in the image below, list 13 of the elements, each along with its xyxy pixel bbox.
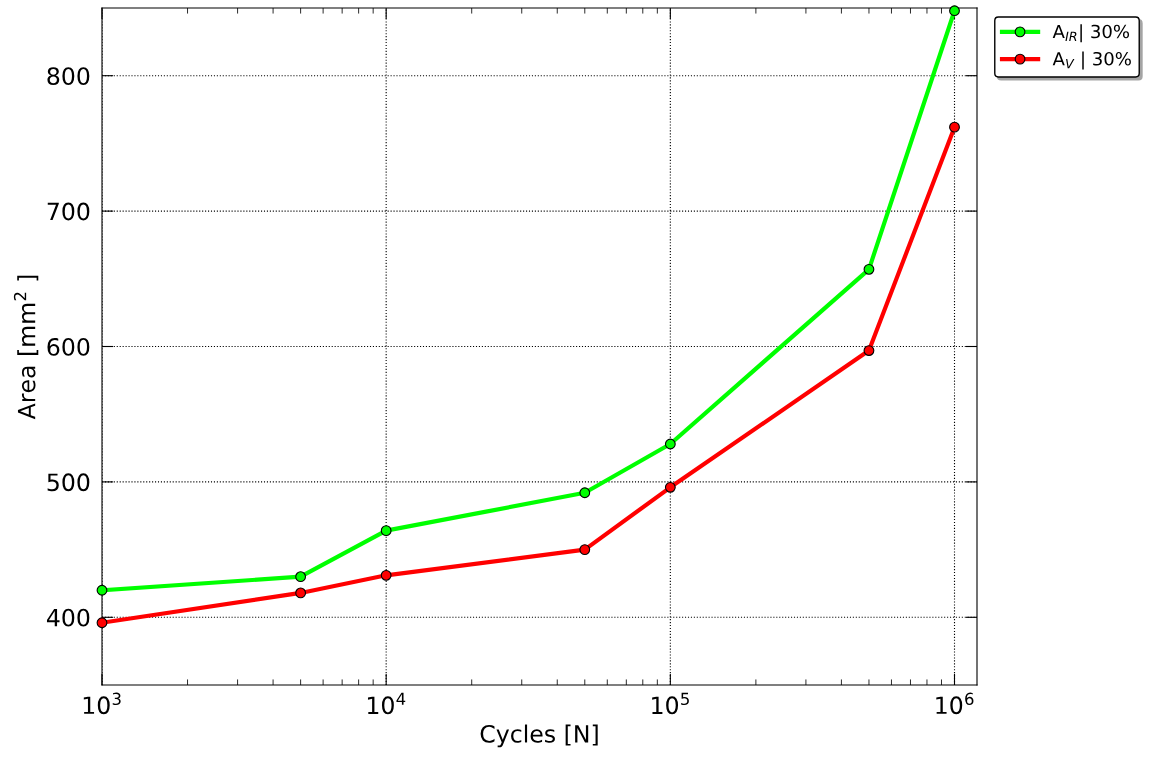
y-tick-label: 700	[47, 202, 90, 221]
x-axis-title: Cycles [N]	[480, 724, 598, 748]
x-tick-label: 10$^{6}$	[936, 692, 974, 715]
y-tick-label: 400	[46, 608, 90, 627]
x-tick-label: 10$^{3}$	[83, 692, 121, 715]
y-tick-label: 600	[47, 337, 90, 356]
y-axis-title: Area [mm$^{2}$ ]	[13, 275, 39, 420]
legend-label: A$_{IR}$| 30%	[1052, 24, 1130, 43]
y-tick-label: 800	[47, 67, 90, 86]
legend-label: A$_{V}$ | 30%	[1052, 51, 1131, 70]
x-tick-label: 10$^{4}$	[367, 692, 406, 715]
y-tick-label: 500	[47, 473, 90, 492]
x-tick-label: 10$^{5}$	[652, 692, 689, 715]
